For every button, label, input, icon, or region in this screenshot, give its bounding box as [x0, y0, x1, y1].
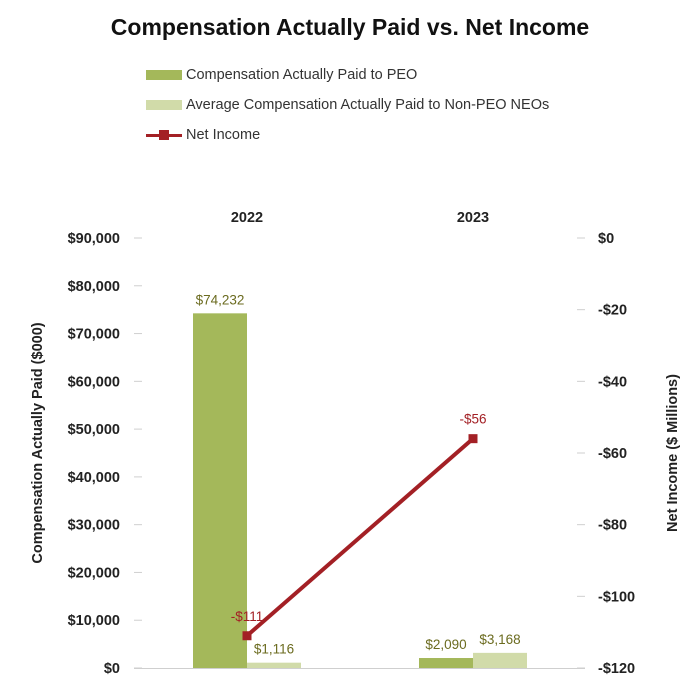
net-income-point — [468, 434, 478, 444]
y2-tick-label: $0 — [598, 231, 614, 247]
y-axis-title: Compensation Actually Paid ($000) — [30, 322, 46, 563]
bar-data-label: $1,116 — [254, 642, 294, 657]
bars-group — [193, 313, 527, 668]
line-group — [242, 434, 478, 641]
bar — [419, 658, 473, 668]
y-tick-label: $20,000 — [68, 565, 120, 581]
bar-data-label: $2,090 — [425, 637, 466, 652]
y-tick-label: $0 — [104, 661, 120, 677]
y-tick-label: $50,000 — [68, 422, 120, 438]
axes-group: $0 $10,000 $20,000 $30,000 $40,000 $50,000 $60… — [68, 210, 636, 677]
category-label: 2023 — [457, 210, 489, 226]
labels-group: $74,232 $2,090 $1,116 $3,168 -$111 -$56 — [196, 292, 521, 656]
chart-title: Compensation Actually Paid vs. Net Incom… — [110, 14, 590, 40]
legend: Compensation Actually Paid to PEO Averag… — [146, 60, 549, 150]
legend-label-non-peo: Average Compensation Actually Paid to No… — [186, 97, 550, 113]
net-income-data-label: -$111 — [231, 609, 264, 624]
y2-tick-label: -$40 — [598, 374, 627, 390]
y2-tick-label: -$120 — [598, 661, 635, 677]
y2-axis-title: Net Income ($ Millions) — [665, 374, 681, 532]
net-income-point — [242, 631, 252, 641]
y2-tick-label: -$60 — [598, 446, 627, 462]
net-income-data-label: -$56 — [459, 412, 486, 427]
y-tick-label: $10,000 — [68, 613, 120, 629]
bar-data-label: $74,232 — [196, 292, 245, 307]
bar — [247, 662, 301, 668]
y-tick-label: $30,000 — [68, 518, 120, 534]
category-label: 2022 — [231, 210, 263, 226]
y-tick-label: $70,000 — [68, 327, 120, 343]
legend-item-peo: Compensation Actually Paid to PEO — [146, 60, 549, 90]
y2-tick-label: -$80 — [598, 518, 627, 534]
net-income-line — [245, 437, 475, 638]
legend-swatch-net-income — [146, 130, 182, 140]
legend-item-net-income: Net Income — [146, 120, 549, 150]
legend-swatch-peo — [146, 70, 182, 80]
bar — [473, 652, 527, 668]
legend-swatch-non-peo — [146, 100, 182, 110]
bar-data-label: $3,168 — [479, 632, 520, 647]
legend-label-net-income: Net Income — [186, 127, 261, 143]
legend-label-peo: Compensation Actually Paid to PEO — [186, 67, 418, 83]
y2-tick-label: -$20 — [598, 303, 627, 319]
legend-item-non-peo: Average Compensation Actually Paid to No… — [146, 90, 549, 120]
y-tick-label: $60,000 — [68, 374, 120, 390]
bar — [193, 313, 247, 668]
y-tick-label: $80,000 — [68, 279, 120, 295]
y-tick-label: $90,000 — [68, 231, 120, 247]
y-tick-label: $40,000 — [68, 470, 120, 486]
y2-tick-label: -$100 — [598, 589, 635, 605]
